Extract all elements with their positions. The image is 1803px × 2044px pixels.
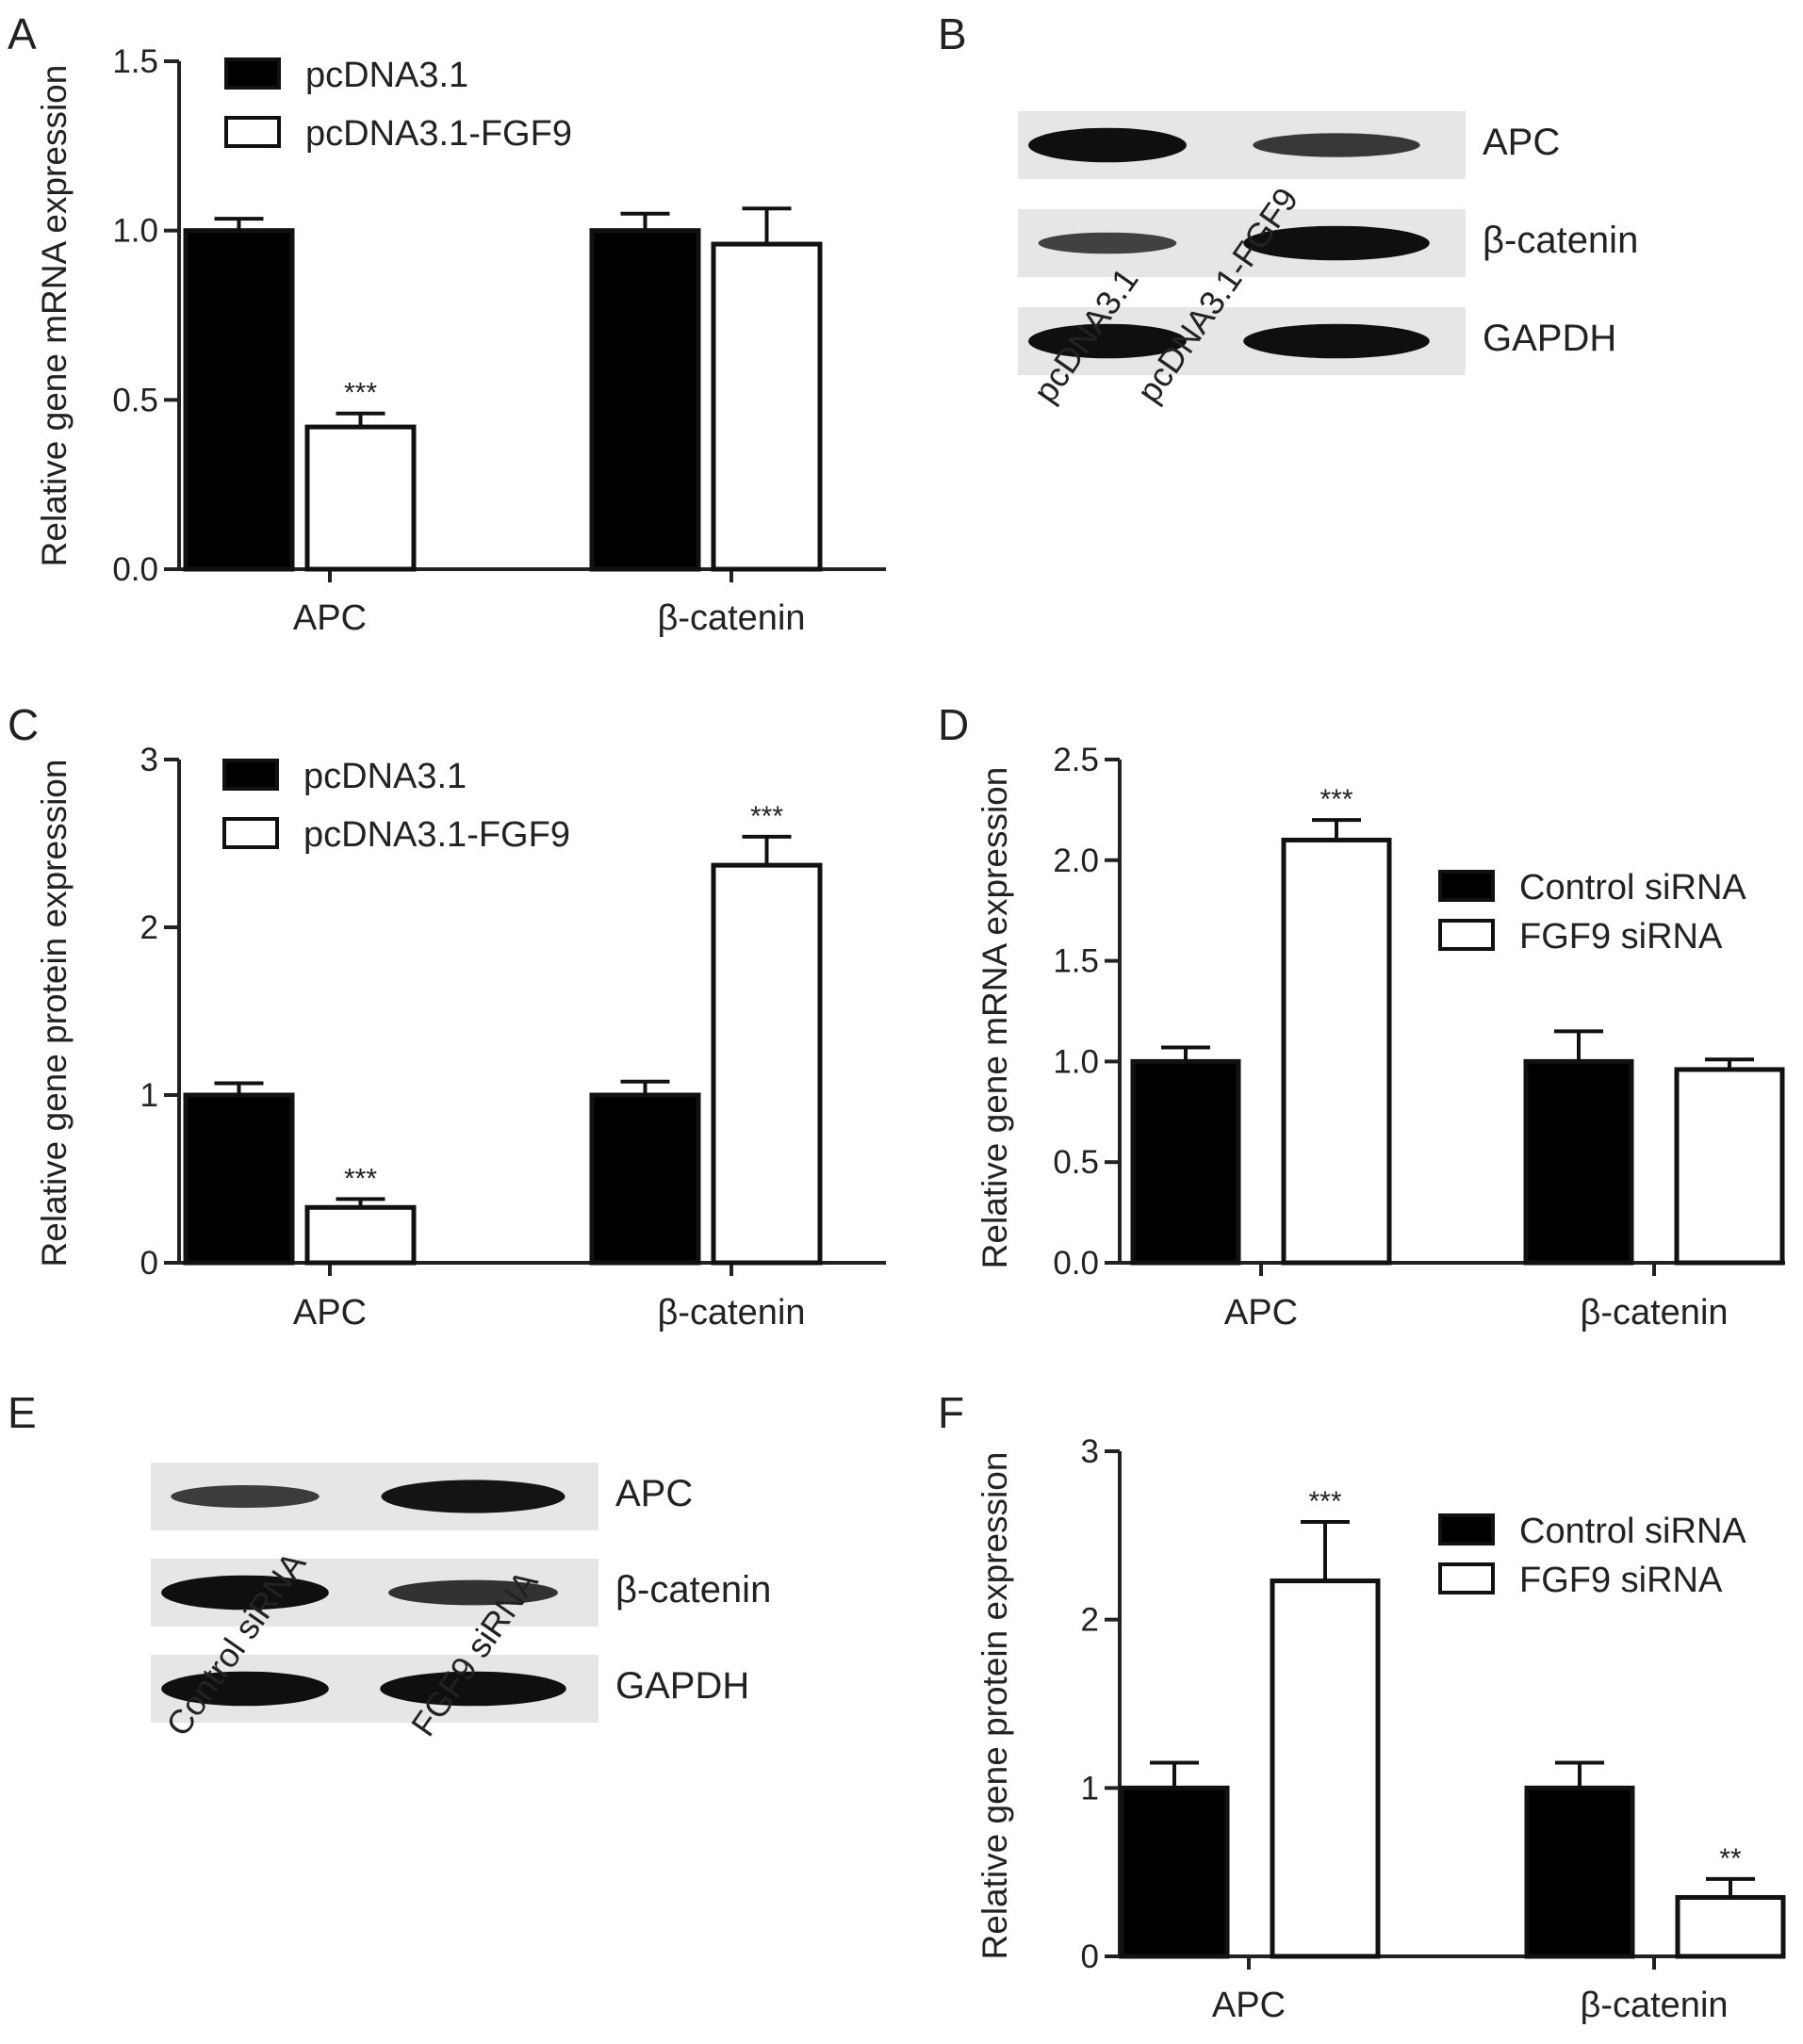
y-tick-label: 0	[1081, 1938, 1099, 1975]
category-label: β-catenin	[657, 598, 805, 638]
y-tick-label: 1.0	[1053, 1043, 1099, 1080]
bar	[1674, 1067, 1785, 1266]
blot-row-label: GAPDH	[1483, 318, 1616, 359]
bar	[304, 424, 417, 572]
blot-row-label: β-catenin	[615, 1569, 771, 1611]
legend-swatch	[1438, 919, 1495, 951]
category-label: APC	[1212, 1986, 1286, 2025]
y-tick-label: 0.0	[1053, 1245, 1099, 1282]
category-label: APC	[1224, 1293, 1298, 1333]
bar	[183, 1092, 295, 1266]
protein-band	[161, 1575, 329, 1611]
panel-label-b: B	[938, 9, 967, 58]
category-label: APC	[293, 598, 367, 638]
y-tick-label: 0.5	[1053, 1144, 1099, 1181]
panel-label-a: A	[8, 9, 37, 58]
legend-swatch	[222, 817, 279, 849]
protein-band	[171, 1485, 320, 1508]
y-tick-label: 2	[1081, 1602, 1099, 1639]
legend-entry: pcDNA3.1-FGF9	[305, 114, 572, 154]
legend-entry: Control siRNA	[1519, 868, 1746, 908]
legend-swatch	[1438, 1513, 1495, 1545]
y-tick-label: 1	[140, 1077, 158, 1114]
protein-band	[1038, 232, 1177, 254]
protein-band	[1028, 323, 1187, 359]
protein-band	[380, 1671, 566, 1707]
y-tick-label: 0	[140, 1245, 158, 1282]
legend-entry: FGF9 siRNA	[1519, 1561, 1723, 1600]
y-tick-label: 2.5	[1053, 742, 1099, 778]
blot-row-label: GAPDH	[615, 1665, 749, 1707]
legend-entry: pcDNA3.1	[305, 56, 468, 95]
legend-swatch	[222, 759, 279, 791]
protein-band	[161, 1671, 329, 1707]
y-tick-label: 1.5	[112, 43, 158, 80]
legend-swatch	[1438, 1562, 1495, 1594]
panel-label-d: D	[938, 700, 969, 749]
blot-row-label: APC	[1483, 122, 1560, 163]
y-tick-label: 1	[1081, 1770, 1099, 1807]
protein-band	[381, 1480, 565, 1513]
bar	[1270, 1578, 1381, 1959]
legend-swatch	[1438, 870, 1495, 902]
y-axis-label: Relative gene mRNA expression	[35, 65, 74, 567]
significance-label: ***	[1319, 784, 1352, 815]
y-tick-label: 0.0	[112, 551, 158, 588]
bar	[1523, 1058, 1634, 1266]
bar	[1675, 1894, 1786, 1959]
legend-entry: pcDNA3.1	[303, 757, 467, 796]
y-tick-label: 2.0	[1053, 842, 1099, 879]
significance-label: ***	[750, 801, 783, 832]
panel-label-f: F	[938, 1388, 964, 1437]
legend-entry: pcDNA3.1-FGF9	[303, 815, 570, 855]
bar	[589, 1092, 701, 1266]
protein-band	[1243, 225, 1430, 261]
y-tick-label: 2	[140, 909, 158, 946]
y-tick-label: 3	[1081, 1433, 1099, 1470]
significance-label: ***	[344, 1163, 377, 1194]
bar-chart-c: 0 1 2 3 Relative gene protein expression APC β…	[35, 742, 886, 1333]
bar	[1281, 837, 1392, 1266]
legend-entry: Control siRNA	[1519, 1512, 1746, 1551]
y-axis-label: Relative gene protein expression	[975, 1452, 1014, 1960]
category-label: β-catenin	[657, 1293, 805, 1333]
blot-row-label: β-catenin	[1483, 220, 1638, 261]
bar	[183, 228, 295, 572]
panel-label-e: E	[8, 1388, 37, 1437]
legend-entry: FGF9 siRNA	[1519, 917, 1723, 957]
bar	[304, 1204, 417, 1266]
legend-swatch	[224, 57, 281, 90]
protein-band	[388, 1579, 558, 1606]
y-tick-label: 0.5	[112, 382, 158, 418]
bar	[1524, 1785, 1635, 1959]
y-axis-label: Relative gene protein expression	[35, 760, 74, 1267]
y-tick-label: 1.0	[112, 213, 158, 250]
protein-band	[1243, 323, 1430, 359]
legend-swatch	[224, 116, 281, 148]
panel-label-c: C	[8, 700, 39, 749]
bar	[1119, 1785, 1230, 1959]
bar	[1130, 1058, 1241, 1266]
blot-row-label: APC	[615, 1473, 693, 1514]
bar-chart-f: 0 1 2 3 Relative gene protein expression APC β…	[975, 1433, 1786, 2025]
bar	[711, 862, 823, 1266]
bar	[711, 241, 823, 572]
protein-band	[1028, 127, 1187, 163]
bar-chart-a: 0.0 0.5 1.0 1.5 Relative gene mRNA expressio…	[35, 43, 886, 638]
category-label: β-catenin	[1580, 1293, 1728, 1333]
significance-label: ***	[1308, 1486, 1341, 1517]
y-tick-label: 1.5	[1053, 943, 1099, 980]
category-label: APC	[293, 1293, 367, 1333]
y-axis-label: Relative gene mRNA expression	[975, 767, 1014, 1269]
protein-band	[1253, 133, 1420, 157]
significance-label: **	[1719, 1843, 1742, 1874]
bar	[589, 228, 701, 572]
y-tick-label: 3	[140, 742, 158, 778]
category-label: β-catenin	[1580, 1986, 1728, 2025]
significance-label: ***	[344, 378, 377, 409]
bar-chart-d: 0.0 0.5 1.0 1.5 2.0 2.5 Relative gene mRNA exp…	[975, 742, 1785, 1333]
